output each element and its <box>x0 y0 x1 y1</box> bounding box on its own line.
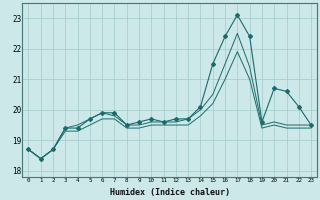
X-axis label: Humidex (Indice chaleur): Humidex (Indice chaleur) <box>110 188 230 197</box>
